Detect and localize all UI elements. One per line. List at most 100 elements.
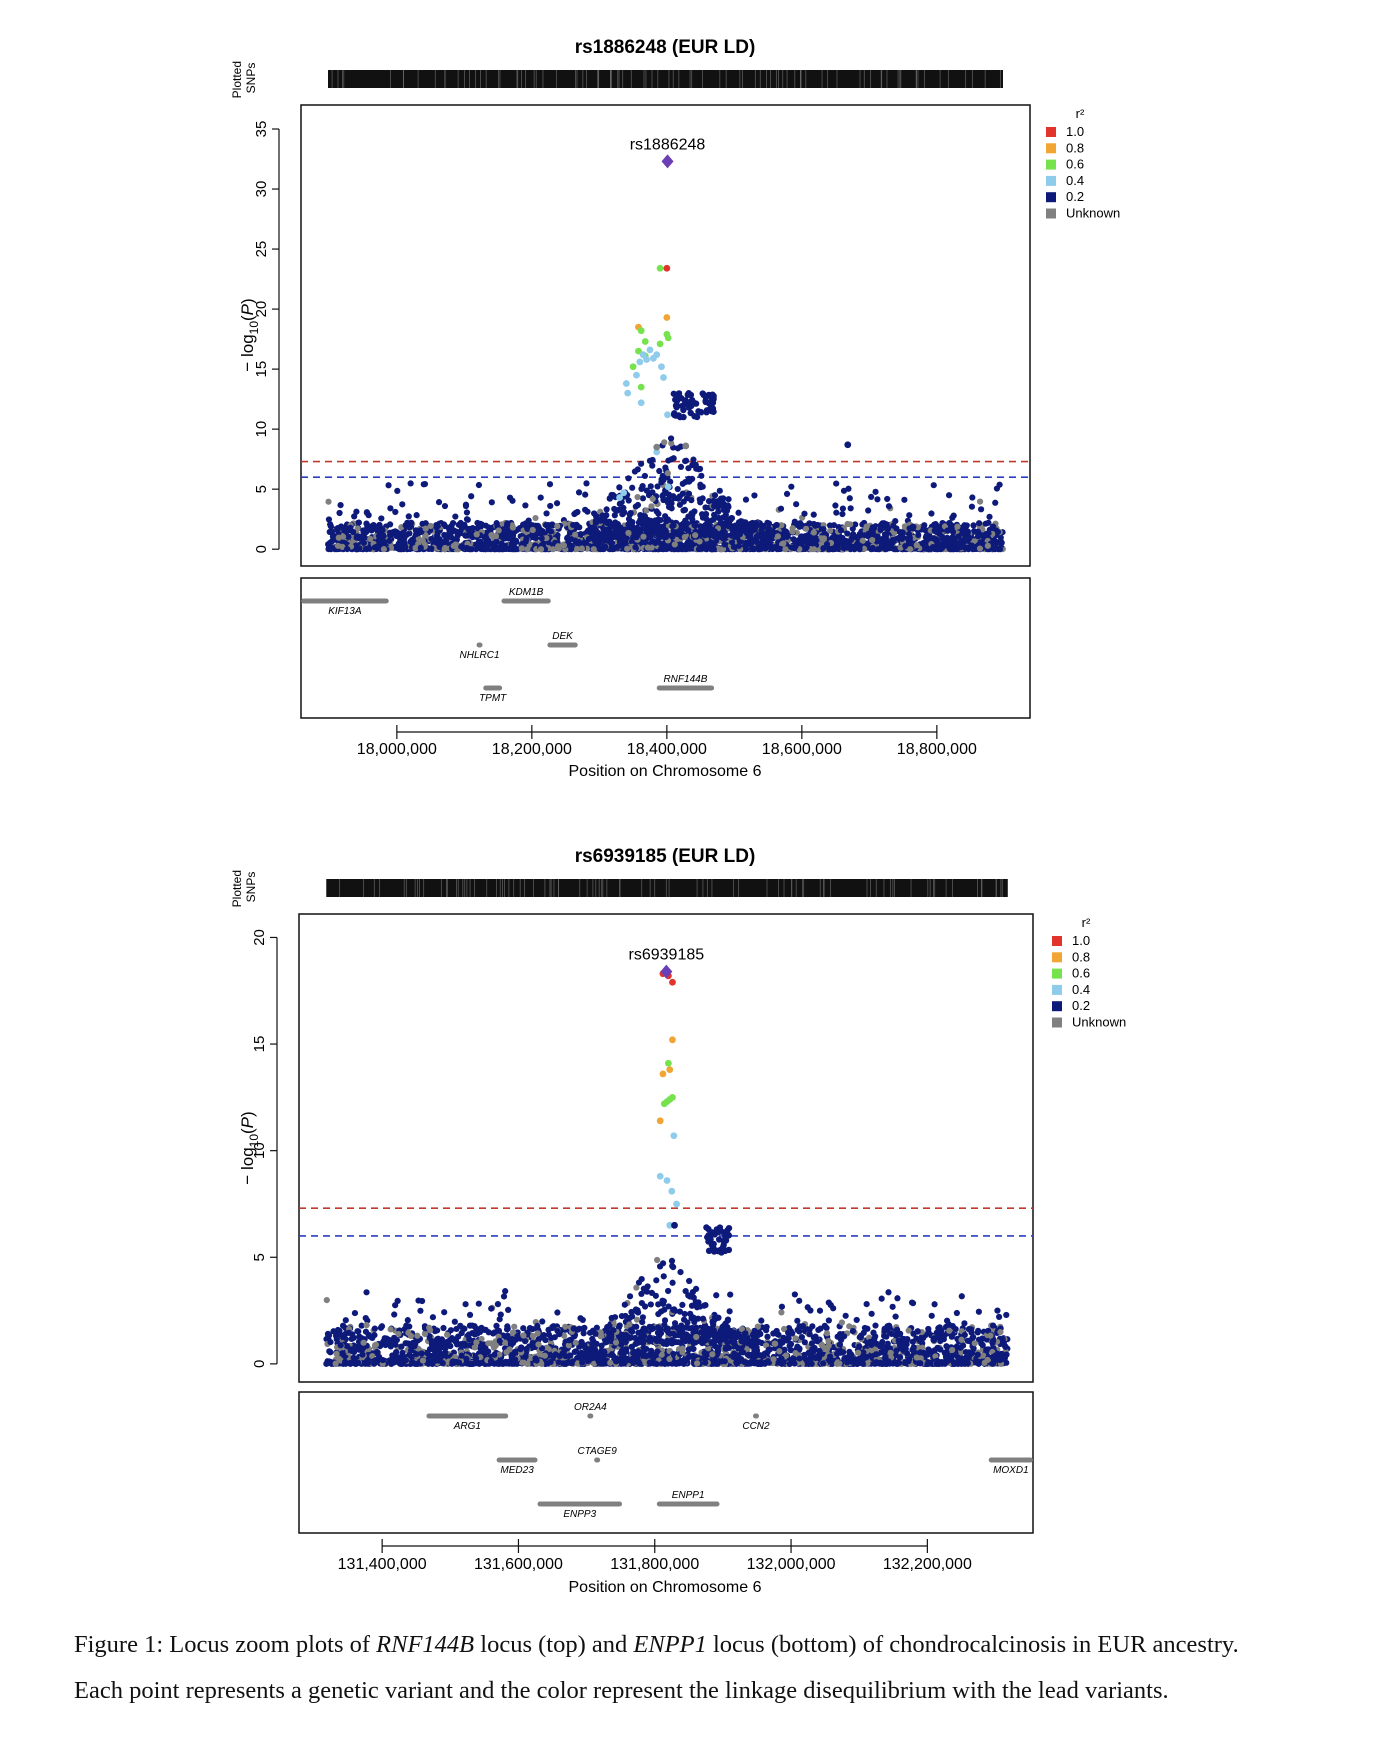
snp-point: [645, 527, 653, 534]
ld-snp-point: [663, 314, 671, 321]
gene-label: RNF144B: [663, 674, 707, 685]
snp-track-gap: [641, 879, 643, 897]
gene-label: TPMT: [479, 693, 507, 704]
snp-track-gap: [863, 70, 865, 88]
snp-point: [408, 519, 415, 526]
snp-track-gap: [791, 879, 793, 897]
snp-point: [907, 546, 914, 553]
snp-point: [965, 1326, 973, 1333]
y-tick-label: 35: [253, 121, 270, 138]
snp-track-gap: [939, 70, 941, 88]
snp-track-gap: [598, 70, 600, 88]
snp-point: [462, 532, 469, 539]
snp-track-gap: [980, 879, 982, 897]
y-tick-label: 20: [251, 929, 268, 946]
snp-point: [434, 523, 441, 530]
ld-snp-point: [664, 334, 672, 342]
snp-track-gap: [586, 70, 587, 88]
snp-point: [487, 541, 495, 548]
snp-point: [926, 546, 934, 553]
gene-label: KIF13A: [328, 606, 362, 617]
snp-point: [989, 524, 996, 531]
snp-track-gap: [672, 70, 674, 88]
snp-track-gap: [977, 879, 978, 897]
snp-track-gap: [711, 879, 713, 897]
snp-point: [578, 545, 585, 552]
snp-point: [717, 519, 724, 526]
snp-track-gap: [880, 70, 882, 88]
snp-point: [447, 529, 455, 536]
snp-track-gap: [339, 879, 340, 897]
snp-track-gap: [836, 70, 838, 88]
snp-point: [732, 522, 739, 529]
snp-track-gap: [870, 879, 871, 897]
snp-track-gap: [754, 70, 756, 88]
snp-point: [976, 498, 984, 505]
locus-plot-bottom: rs6939185 (EUR LD) Plotted SNPs − log10(…: [230, 846, 1034, 1596]
snp-point: [575, 489, 583, 496]
snp-point: [653, 508, 660, 515]
snp-point: [884, 525, 892, 532]
snp-point: [993, 485, 1001, 492]
snp-track-gap: [899, 70, 901, 88]
plot-title: rs6939185 (EUR LD): [575, 846, 756, 867]
snp-track-gap: [517, 70, 519, 88]
snp-point: [599, 512, 606, 519]
snp-point: [436, 539, 443, 547]
snp-track-gap: [965, 70, 967, 88]
snp-point: [378, 515, 385, 522]
snp-point: [833, 509, 840, 516]
snp-point: [649, 456, 656, 464]
snp-point: [797, 533, 805, 540]
snp-point: [561, 520, 568, 527]
snp-point: [550, 546, 557, 553]
snp-point: [702, 511, 710, 518]
ld-snp-point: [629, 363, 637, 371]
snp-point: [547, 502, 554, 510]
snp-point: [339, 533, 347, 540]
snp-point: [584, 508, 591, 515]
snp-point: [695, 408, 702, 415]
snp-point: [407, 480, 414, 487]
snp-track-gap: [657, 70, 659, 88]
snp-point: [458, 543, 465, 550]
snp-point: [812, 522, 819, 529]
snp-point: [896, 528, 904, 536]
snp-point: [872, 1322, 879, 1329]
snp-point: [454, 532, 461, 539]
snp-point: [954, 523, 961, 530]
snp-track-gap: [447, 879, 448, 897]
ld-snp-point: [653, 443, 661, 451]
snp-point: [600, 533, 607, 540]
threshold-lines: [299, 1207, 1033, 1237]
snp-point: [659, 533, 666, 540]
snp-point: [583, 480, 590, 487]
snp-track-gap: [499, 70, 501, 88]
snp-track-gap: [805, 70, 807, 88]
snp-point: [685, 465, 692, 472]
snp-track-gap: [738, 879, 739, 897]
y-tick-label: 10: [253, 421, 270, 438]
snp-point: [393, 532, 400, 540]
snp-point: [820, 535, 828, 542]
gene-bar: [656, 685, 715, 691]
gene-label: KDM1B: [509, 587, 544, 598]
snp-point: [842, 1312, 849, 1319]
snp-point: [655, 516, 662, 523]
snp-point: [747, 523, 754, 530]
snp-point: [354, 546, 361, 553]
snp-point: [702, 397, 709, 405]
x-tick-label: 18,200,000: [492, 741, 572, 758]
snp-point: [742, 496, 750, 503]
snp-point: [407, 538, 414, 545]
snp-track-gap: [1000, 70, 1002, 88]
snp-point: [688, 540, 695, 547]
snp-point: [492, 532, 499, 540]
snp-point: [462, 502, 470, 510]
snp-track-gap: [575, 70, 576, 88]
snp-point: [869, 544, 876, 552]
snp-point: [592, 513, 600, 520]
lead-snp-marker: [661, 154, 674, 169]
snp-point: [657, 545, 665, 553]
snp-point: [524, 546, 531, 553]
